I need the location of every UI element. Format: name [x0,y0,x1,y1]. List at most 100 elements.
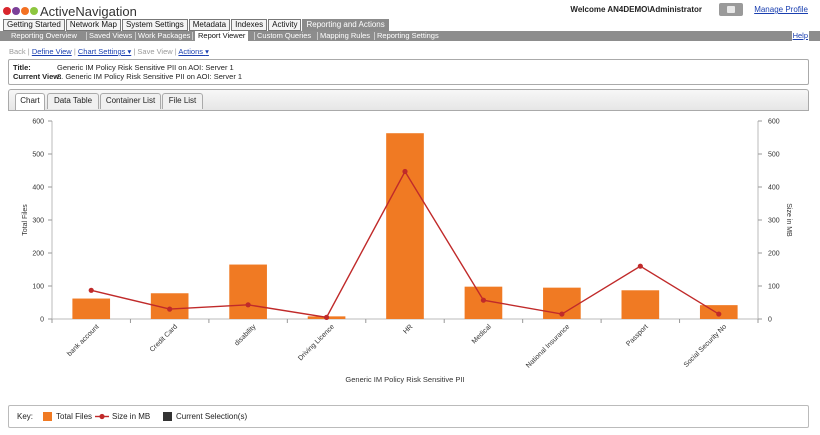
chart-settings-link[interactable]: Chart Settings ▾ [78,47,131,56]
point-disability [245,302,251,308]
y2-tick-label: 200 [768,251,780,258]
x-tick-label: Credit Card [149,323,179,353]
toolbar-separator: | [73,47,76,56]
point-hr [402,168,408,175]
y2-tick-label: 600 [768,119,780,126]
y-tick-label: 0 [40,317,44,324]
x-tick-label: HR [402,323,414,335]
logo-dot-2 [12,7,20,15]
point-passport [637,263,643,269]
chevron-down-icon: ▾ [127,47,132,56]
subnav-separator [86,32,87,40]
logo: ActiveNavigation [3,3,137,19]
point-credit-card [167,306,173,312]
manage-profile-link[interactable]: Manage Profile [754,5,808,14]
logo-dot-4 [30,7,38,15]
subnav-separator [374,32,375,40]
topnav-item-indexes[interactable]: Indexes [231,19,268,31]
topnav-item-metadata[interactable]: Metadata [188,19,231,31]
y2-tick-label: 300 [768,218,780,225]
y2-tick-label: 500 [768,152,780,159]
y2-tick-label: 100 [768,284,780,291]
subnav-item-saved-views[interactable]: Saved Views [89,31,133,40]
x-tick-label: Driving Licence [297,323,336,362]
subnav-item-custom-queries[interactable]: Custom Queries [257,31,312,40]
view-tabs: Chart Data Table Container List File List [8,89,809,111]
y-tick-label: 500 [32,152,44,159]
toolbar-separator: | [133,47,136,56]
y2-tick-label: 400 [768,185,780,192]
tab-container-list[interactable]: Container List [100,93,161,109]
top-navigation: Getting Started Network Map System Setting… [3,19,390,31]
toolbar: Back | Define View | Chart Settings ▾ | … [9,47,209,56]
key-label: Key: [17,412,34,421]
tab-file-list[interactable]: File List [162,93,203,109]
bar-disability [229,264,267,319]
topnav-item-reporting-and-actions[interactable]: Reporting and Actions [302,19,389,31]
subnav-item-work-packages[interactable]: Work Packages [138,31,191,40]
topnav-item-system-settings[interactable]: System Settings [121,19,188,31]
user-icon [727,6,735,13]
point-national-insurance [559,311,565,317]
subnav-item-mapping-rules[interactable]: Mapping Rules [320,31,371,40]
report-chart: 0 0 100 100 200 200 300 300 400 400 500 500 600 600 To… [22,119,792,385]
define-view-link[interactable]: Define View [31,47,72,56]
y-tick-label: 100 [32,284,44,291]
tab-data-table[interactable]: Data Table [47,93,99,109]
toolbar-separator: | [27,47,30,56]
y2-tick-label: 0 [768,317,772,324]
actions-label: Actions [178,47,204,56]
x-tick-label: National Insurance [525,323,571,369]
bar-bank-account [72,298,111,319]
welcome-text: Welcome AN4DEMO\Administrator [570,5,702,14]
actions-link[interactable]: Actions ▾ [178,47,208,56]
topnav-item-activity[interactable]: Activity [268,19,302,31]
subnav-item-reporting-overview[interactable]: Reporting Overview [11,31,77,40]
title-value: Generic IM Policy Risk Sensitive PII on … [57,63,234,72]
topnav-item-getting-started[interactable]: Getting Started [3,19,65,31]
key-swatch-current-selection-s [163,412,172,421]
logo-dot-1 [3,7,11,15]
key-swatch-total-files [43,412,52,421]
x-tick-label: bank account [66,323,100,357]
subnav-item-report-viewer[interactable]: Report Viewer [195,31,249,41]
save-view-link[interactable]: Save View [137,47,173,56]
current-view-value: 8. Generic IM Policy Risk Sensitive PII … [57,72,243,81]
current-view-label: Current View: [13,72,62,81]
title-label: Title: [13,63,31,72]
logo-dot-3 [21,7,29,15]
logo-text: ActiveNavigation [40,3,137,19]
x-tick-label: disability [234,323,258,347]
point-bank-account [88,287,94,293]
y-tick-label: 200 [32,251,44,258]
bar-passport [621,290,660,319]
help-link[interactable]: Help [791,31,809,41]
subnav-separator [135,32,136,40]
y-tick-label: 400 [32,185,44,192]
chart-key: Key: Total Files Size in MB Current Selecti… [8,405,809,428]
x-tick-label: Medical [471,323,493,345]
toolbar-separator: | [174,47,177,56]
tab-chart[interactable]: Chart [15,93,45,110]
key-swatch-size-in-mb [95,412,109,421]
x-axis-title: Generic IM Policy Risk Sensitive PII [345,375,464,384]
subnav-separator [192,32,193,40]
key-item-label: Size in MB [112,412,151,421]
topnav-item-network-map[interactable]: Network Map [65,19,121,31]
point-social-security-no [716,311,722,317]
point-medical [480,297,487,303]
chevron-down-icon: ▾ [205,47,209,56]
key-item-label: Total Files [56,412,93,421]
subnav-separator [254,32,255,40]
subnav-separator [317,32,318,40]
y-tick-label: 600 [32,119,44,126]
x-tick-label: Passport [625,323,650,348]
sub-navigation: Help Reporting Overview Saved Views Work P… [0,31,820,41]
user-button[interactable] [719,3,743,16]
y-axis-title: Total Files [22,204,29,236]
back-link[interactable]: Back [9,47,26,56]
point-driving-licence [323,314,330,320]
x-tick-label: Social Security No [683,323,728,368]
key-item-label: Current Selection(s) [176,412,248,421]
subnav-item-reporting-settings[interactable]: Reporting Settings [377,31,439,40]
